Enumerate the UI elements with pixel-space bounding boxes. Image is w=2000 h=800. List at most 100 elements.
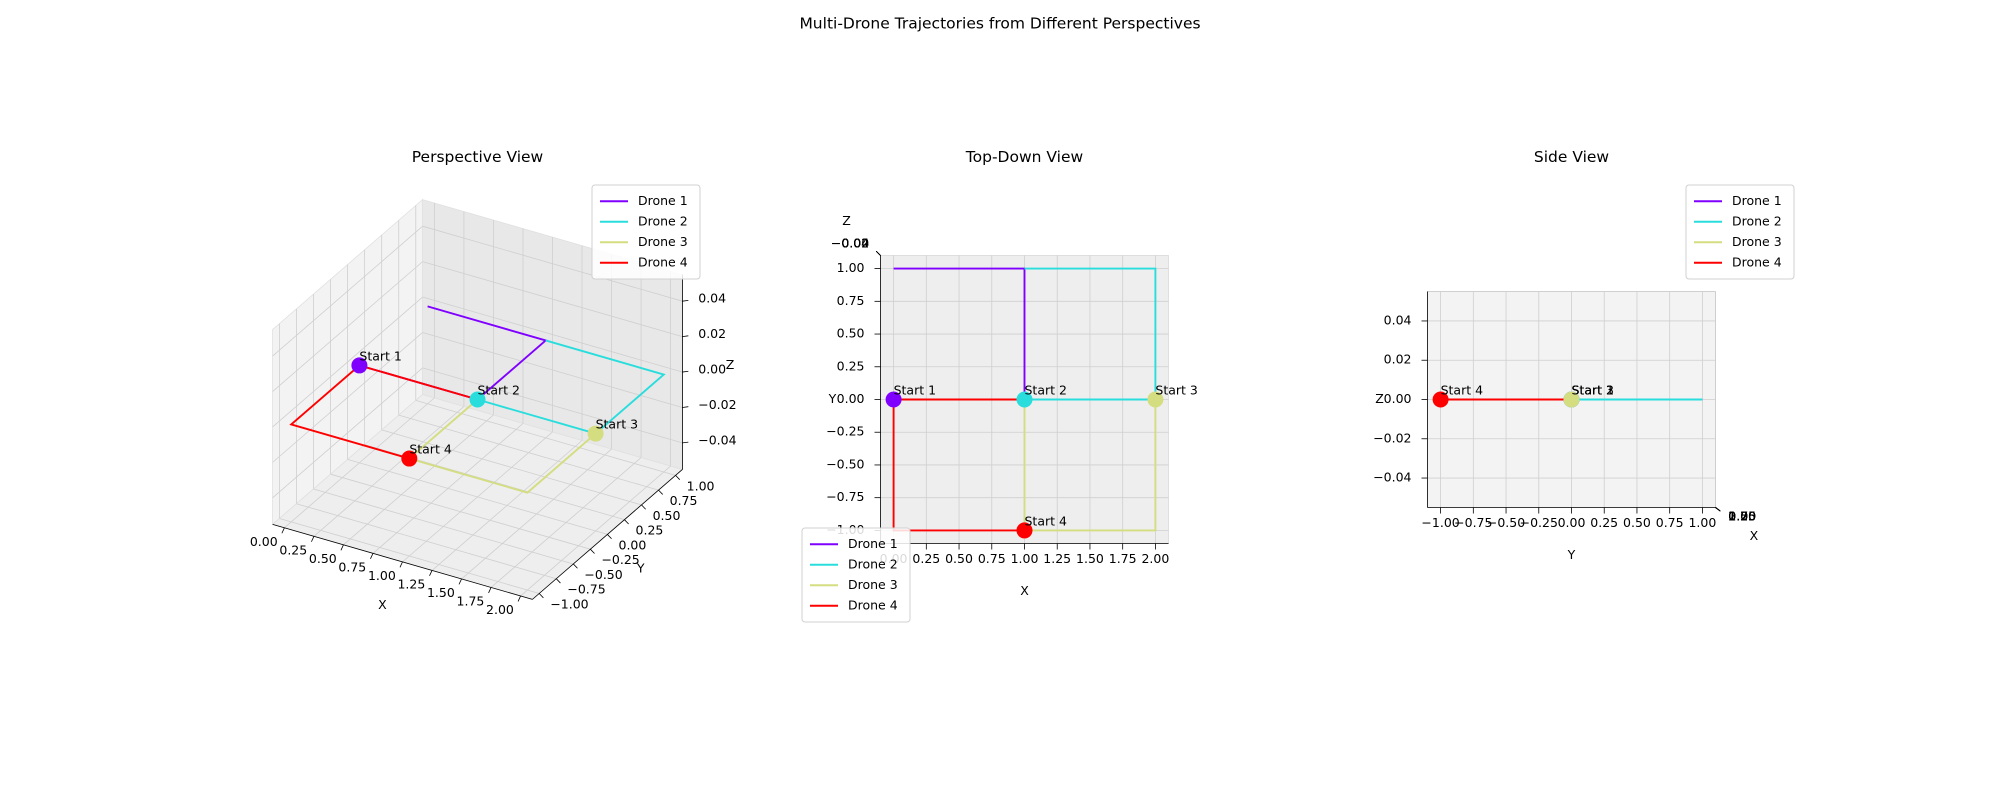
start-label: Start 4 bbox=[1025, 513, 1068, 528]
y-tick-label: 0.75 bbox=[670, 493, 698, 508]
x-tick-label: 1.25 bbox=[1043, 551, 1071, 566]
trajectory bbox=[289, 364, 478, 460]
figure-title: Multi-Drone Trajectories from Different … bbox=[799, 15, 1200, 33]
grid-line bbox=[422, 261, 683, 338]
legend-box bbox=[591, 184, 701, 280]
y-tick-label: −1.00 bbox=[550, 597, 588, 612]
x-tick-label: 0.25 bbox=[912, 551, 940, 566]
tick-mark bbox=[555, 578, 561, 584]
y-tick-label: 0.25 bbox=[837, 358, 865, 373]
x-tick-label: 0.00 bbox=[250, 534, 278, 549]
start-label: Start 3 bbox=[596, 417, 638, 432]
z-tick-label: 0.04 bbox=[1384, 312, 1412, 327]
y-tick-label: −0.25 bbox=[1520, 515, 1558, 530]
y-tick-label: 1.00 bbox=[837, 260, 865, 275]
tick-mark bbox=[340, 544, 344, 551]
z-tick-label: 0.00 bbox=[1384, 391, 1412, 406]
z-tick-label: −0.04 bbox=[698, 432, 736, 447]
grid-line bbox=[422, 296, 683, 373]
x-axis-label: X bbox=[1020, 583, 1029, 598]
grid-line bbox=[272, 225, 423, 357]
legend-box bbox=[801, 527, 911, 623]
x-tick-label: 1.00 bbox=[368, 568, 396, 583]
grid-line bbox=[415, 399, 676, 476]
start-marker bbox=[351, 357, 368, 374]
grid-line bbox=[381, 429, 642, 506]
x-tick-label: 1.75 bbox=[1109, 551, 1137, 566]
subplot-title: Top-Down View bbox=[965, 148, 1084, 166]
start-marker bbox=[1016, 522, 1033, 539]
z-tick-label: −0.04 bbox=[1373, 470, 1411, 485]
subplot-title: Perspective View bbox=[412, 148, 544, 166]
z-tick-label: 0.04 bbox=[841, 236, 869, 251]
tick-mark bbox=[624, 519, 629, 525]
x-tick-label: 1.50 bbox=[427, 585, 455, 600]
z-axis-label: Z bbox=[1375, 391, 1384, 406]
z-axis-label: Z bbox=[726, 357, 735, 372]
x-tick-label: 0.25 bbox=[1728, 509, 1756, 524]
x-tick-label: 0.75 bbox=[338, 559, 366, 574]
y-axis-label: Y bbox=[636, 561, 645, 576]
z-tick-label: 0.02 bbox=[841, 236, 869, 251]
tick-mark bbox=[875, 250, 881, 256]
trajectory bbox=[407, 398, 597, 494]
y-tick-label: 0.75 bbox=[837, 293, 865, 308]
y-tick-label: 0.00 bbox=[619, 537, 647, 552]
start-label: Start 1 bbox=[359, 348, 401, 363]
tick-mark bbox=[538, 593, 544, 599]
y-tick-label: −0.75 bbox=[1454, 515, 1492, 530]
legend-label: Drone 4 bbox=[638, 254, 688, 269]
y-tick-label: 0.00 bbox=[837, 391, 865, 406]
grid-line bbox=[398, 414, 659, 491]
x-tick-label: 0.75 bbox=[1728, 509, 1756, 524]
x-tick-label: 0.25 bbox=[279, 542, 307, 557]
z-tick-label: 0.00 bbox=[841, 236, 869, 251]
legend-label: Drone 4 bbox=[1732, 254, 1782, 269]
tick-mark bbox=[1715, 507, 1721, 512]
y-tick-label: −0.50 bbox=[584, 567, 622, 582]
y-tick-label: −0.50 bbox=[826, 456, 864, 471]
legend-label: Drone 3 bbox=[1732, 234, 1782, 249]
legend-label: Drone 1 bbox=[1732, 193, 1782, 208]
x-tick-label: 0.75 bbox=[978, 551, 1006, 566]
y-tick-label: 0.25 bbox=[1590, 515, 1618, 530]
start-marker bbox=[1432, 391, 1449, 408]
trajectory bbox=[1024, 267, 1157, 401]
start-label: Start 3 bbox=[1572, 383, 1614, 398]
start-label: Start 2 bbox=[478, 383, 520, 398]
tick-mark bbox=[682, 441, 689, 444]
trajectory bbox=[892, 398, 1025, 532]
grid-line bbox=[296, 503, 557, 580]
grid-line bbox=[279, 518, 540, 594]
y-axis-label: Y bbox=[1567, 547, 1576, 562]
legend-box bbox=[1685, 184, 1795, 280]
z-tick-label: −0.04 bbox=[831, 236, 869, 251]
grid-line bbox=[347, 459, 608, 535]
y-tick-label: −0.25 bbox=[826, 424, 864, 439]
legend-label: Drone 4 bbox=[848, 597, 898, 612]
tick-mark bbox=[682, 299, 689, 302]
grid-line bbox=[313, 488, 574, 565]
z-axis-label: Z bbox=[842, 213, 851, 228]
start-marker bbox=[1563, 391, 1580, 408]
x-tick-label: 1.00 bbox=[1011, 551, 1039, 566]
subplot-title: Side View bbox=[1534, 148, 1610, 166]
x-tick-label: 2.00 bbox=[1141, 551, 1169, 566]
start-marker bbox=[1147, 391, 1164, 408]
z-tick-label: −0.02 bbox=[1373, 430, 1411, 445]
legend-label: Drone 3 bbox=[848, 577, 898, 592]
x-tick-label: 1.25 bbox=[397, 576, 425, 591]
start-marker bbox=[885, 391, 902, 408]
z-tick-label: 0.02 bbox=[1384, 352, 1412, 367]
x-axis-label: X bbox=[378, 597, 387, 612]
tick-mark bbox=[517, 595, 521, 602]
start-marker bbox=[401, 450, 418, 467]
x-axis-label: X bbox=[1750, 528, 1759, 543]
start-marker bbox=[587, 425, 604, 442]
tick-mark bbox=[682, 370, 689, 373]
tick-mark bbox=[675, 475, 681, 480]
x-tick-label: 1.25 bbox=[1728, 509, 1756, 524]
tick-mark bbox=[641, 504, 646, 510]
y-tick-label: 0.50 bbox=[1623, 515, 1651, 530]
grid-line bbox=[422, 367, 683, 444]
